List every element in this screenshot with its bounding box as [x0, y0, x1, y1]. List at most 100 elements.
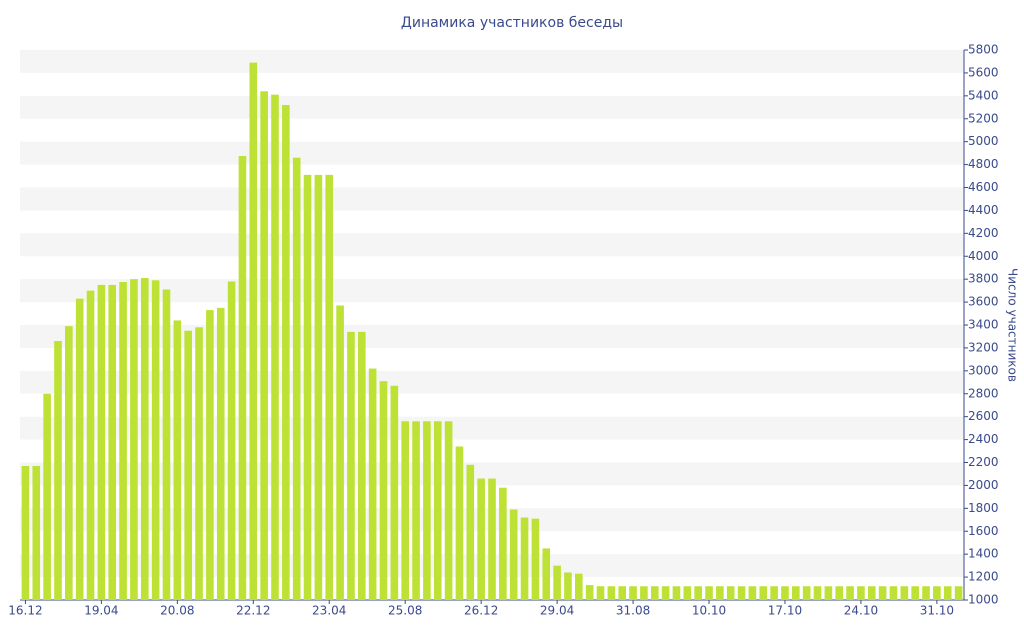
bar — [260, 91, 268, 600]
bar — [683, 586, 692, 600]
bar — [140, 278, 149, 600]
bar — [325, 174, 334, 601]
bar — [216, 307, 225, 600]
bar — [922, 586, 930, 600]
x-tick-label: 26.12 — [464, 604, 498, 618]
bar — [119, 282, 127, 600]
bar — [650, 586, 659, 600]
bar — [553, 565, 561, 600]
bar — [705, 586, 713, 600]
bar — [748, 586, 757, 600]
bar — [206, 310, 214, 600]
y-tick-label: 2000 — [968, 478, 999, 492]
bar — [444, 421, 453, 600]
x-tick-label: 29.04 — [540, 604, 574, 618]
bar — [607, 586, 616, 600]
bar — [433, 421, 442, 600]
bar — [726, 586, 735, 600]
bar — [21, 465, 30, 600]
bar — [368, 368, 377, 600]
y-tick-label: 5600 — [968, 65, 999, 79]
bar — [162, 289, 171, 600]
bar — [954, 586, 963, 600]
bar — [640, 586, 648, 600]
bar — [173, 320, 182, 600]
grid-band — [20, 325, 964, 348]
bar — [694, 586, 702, 600]
bar — [618, 586, 627, 600]
bar — [477, 478, 485, 600]
bar — [292, 157, 301, 601]
y-tick-label: 3600 — [968, 295, 999, 309]
grid-band — [20, 416, 964, 440]
x-tick-label: 25.08 — [388, 604, 422, 618]
bar — [249, 62, 258, 600]
bar — [151, 280, 160, 600]
grid-band — [20, 370, 964, 394]
bar — [488, 478, 496, 600]
y-tick-label: 4600 — [968, 180, 999, 194]
bar — [846, 586, 854, 600]
bar — [336, 305, 344, 600]
bar — [716, 586, 724, 600]
bar — [379, 381, 388, 600]
x-tick-label: 10.10 — [692, 604, 726, 618]
grid-band — [20, 50, 964, 73]
bar — [75, 298, 84, 600]
bar — [835, 586, 844, 600]
bar — [282, 105, 290, 600]
y-tick-label: 1000 — [968, 593, 999, 607]
bar — [423, 421, 431, 600]
y-tick-label: 3400 — [968, 318, 999, 332]
bar — [770, 586, 778, 600]
grid-band — [20, 95, 964, 119]
x-tick-label: 24.10 — [844, 604, 878, 618]
bar — [889, 586, 898, 600]
bar — [792, 586, 800, 600]
bar — [227, 281, 236, 600]
grid-band — [20, 233, 964, 257]
y-tick-label: 2200 — [968, 455, 999, 469]
bar — [43, 393, 51, 600]
x-tick-label: 16.12 — [8, 604, 42, 618]
bar — [672, 586, 681, 600]
bar — [97, 284, 106, 600]
x-tick-label: 20.08 — [160, 604, 194, 618]
y-tick-label: 4800 — [968, 157, 999, 171]
bar — [32, 465, 41, 600]
x-tick-label: 22.12 — [236, 604, 270, 618]
bar — [65, 326, 73, 600]
y-tick-label: 4400 — [968, 203, 999, 217]
chart-title: Динамика участников беседы — [401, 15, 623, 31]
bar — [661, 586, 670, 600]
x-tick-label: 31.08 — [616, 604, 650, 618]
bar — [401, 421, 409, 600]
bar — [759, 586, 768, 600]
bars — [21, 62, 963, 601]
bar — [357, 331, 366, 600]
bar — [347, 331, 355, 600]
bar — [509, 509, 518, 600]
y-tick-label: 1400 — [968, 547, 999, 561]
bar — [933, 586, 941, 600]
y-tick-label: 5000 — [968, 134, 999, 148]
y-tick-label: 3000 — [968, 363, 999, 377]
y-tick-label: 1600 — [968, 524, 999, 538]
bar — [629, 586, 637, 600]
bar — [867, 586, 876, 600]
x-tick-label: 31.10 — [920, 604, 954, 618]
bar — [737, 586, 746, 600]
grid-band — [20, 187, 964, 211]
bar — [878, 586, 887, 600]
bar — [813, 586, 822, 600]
x-tick-label: 19.04 — [84, 604, 118, 618]
bar — [390, 385, 399, 600]
bar — [857, 586, 865, 600]
y-tick-label: 2600 — [968, 409, 999, 423]
bar — [303, 174, 312, 601]
bar — [86, 290, 95, 600]
bar — [531, 518, 540, 600]
bar — [943, 586, 952, 600]
y-tick-label: 1200 — [968, 570, 999, 584]
